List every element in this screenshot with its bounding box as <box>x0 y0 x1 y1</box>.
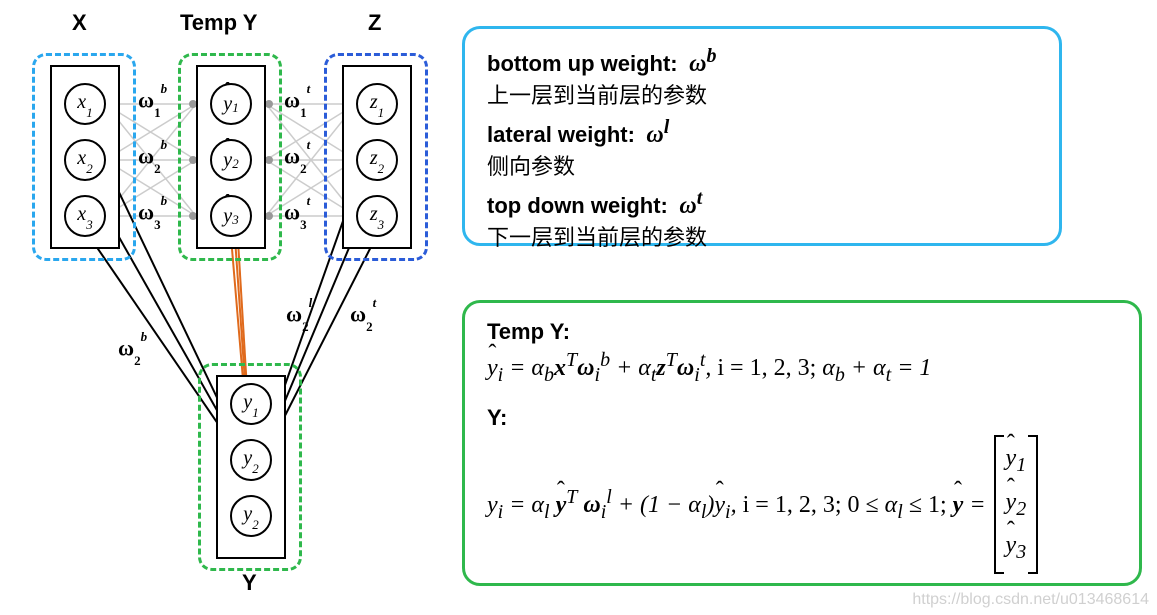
watermark: https://blog.csdn.net/u013468614 <box>912 591 1149 609</box>
legend-box: bottom up weight: ωb 上一层到当前层的参数 lateral … <box>462 26 1062 246</box>
legend-t-title: top down weight: <box>487 193 668 218</box>
wlabel-t3: ω3t <box>284 199 310 229</box>
col-label-y: Y <box>242 570 257 596</box>
yhat-matrix: y1 y2 y3 <box>994 435 1039 574</box>
wlabel-b1: ω1b <box>138 87 167 117</box>
node-z1: z1 <box>356 83 398 125</box>
col-label-z: Z <box>368 10 381 36</box>
legend-l-cn: 侧向参数 <box>487 149 1037 181</box>
node-x3: x3 <box>64 195 106 237</box>
wlabel-t2: ω2t <box>284 143 310 173</box>
tempy-equation: yi = αbxTωib + αtzTωit, i = 1, 2, 3; αb … <box>487 349 1117 387</box>
legend-b-title: bottom up weight: <box>487 51 678 76</box>
node-x2: x2 <box>64 139 106 181</box>
y-equation: yi = αl yT ωil + (1 − αl)yi, i = 1, 2, 3… <box>487 435 1117 574</box>
legend-l-title: lateral weight: <box>487 122 635 147</box>
legend-b-cn: 上一层到当前层的参数 <box>487 78 1037 110</box>
wlabel-b2: ω2b <box>138 143 167 173</box>
node-y1: y1 <box>230 383 272 425</box>
node-yhat1: y1 <box>210 83 252 125</box>
y-heading: Y: <box>487 405 1117 431</box>
wlabel-bottom-l: ω2l <box>286 301 312 331</box>
wlabel-t1: ω1t <box>284 87 310 117</box>
node-yhat2: y2 <box>210 139 252 181</box>
network-diagram: X Temp Y Z Y x1 x2 x3 y1 y2 y3 z1 z2 z3 … <box>10 5 450 605</box>
node-z3: z3 <box>356 195 398 237</box>
col-label-x: X <box>72 10 87 36</box>
wlabel-b3: ω3b <box>138 199 167 229</box>
node-x1: x1 <box>64 83 106 125</box>
node-y2: y2 <box>230 439 272 481</box>
wlabel-bottom-b: ω2b <box>118 335 147 365</box>
node-y3: y2 <box>230 495 272 537</box>
tempy-heading: Temp Y: <box>487 319 1117 345</box>
node-yhat3: y3 <box>210 195 252 237</box>
wlabel-bottom-t: ω2t <box>350 301 376 331</box>
equations-box: Temp Y: yi = αbxTωib + αtzTωit, i = 1, 2… <box>462 300 1142 586</box>
node-z2: z2 <box>356 139 398 181</box>
col-label-tempy: Temp Y <box>180 10 257 36</box>
legend-t-cn: 下一层到当前层的参数 <box>487 220 1037 252</box>
